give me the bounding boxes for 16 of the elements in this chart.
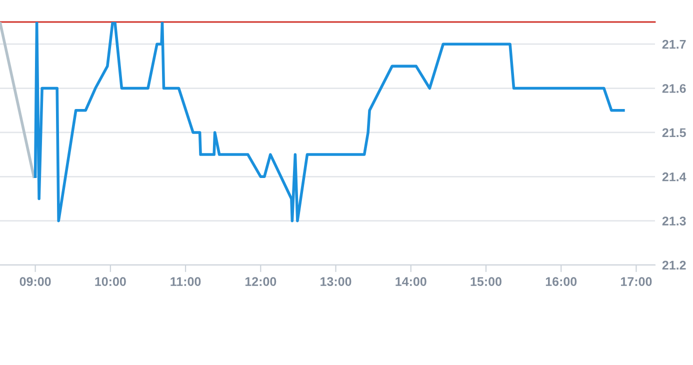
x-tick-label: 10:00 <box>95 277 126 286</box>
y-tick-label: 21.3 <box>662 216 686 226</box>
y-tick-label: 21.7 <box>662 40 686 49</box>
x-tick-label: 14:00 <box>396 277 426 286</box>
x-tick-label: 12:00 <box>245 277 276 286</box>
x-tick-label: 17:00 <box>621 277 652 286</box>
y-tick-label: 21.2 <box>662 260 686 270</box>
x-tick-label: 13:00 <box>320 277 352 286</box>
x-tick-label: 16:00 <box>546 277 577 286</box>
x-tick-label: 15:00 <box>470 277 502 286</box>
x-tick-label: 09:00 <box>20 277 51 286</box>
y-tick-label: 21.5 <box>662 128 686 138</box>
line-series <box>34 22 625 222</box>
y-tick-label: 21.6 <box>662 84 686 93</box>
y-tick-label: 21.4 <box>662 172 686 182</box>
x-tick-label: 11:00 <box>170 277 201 286</box>
